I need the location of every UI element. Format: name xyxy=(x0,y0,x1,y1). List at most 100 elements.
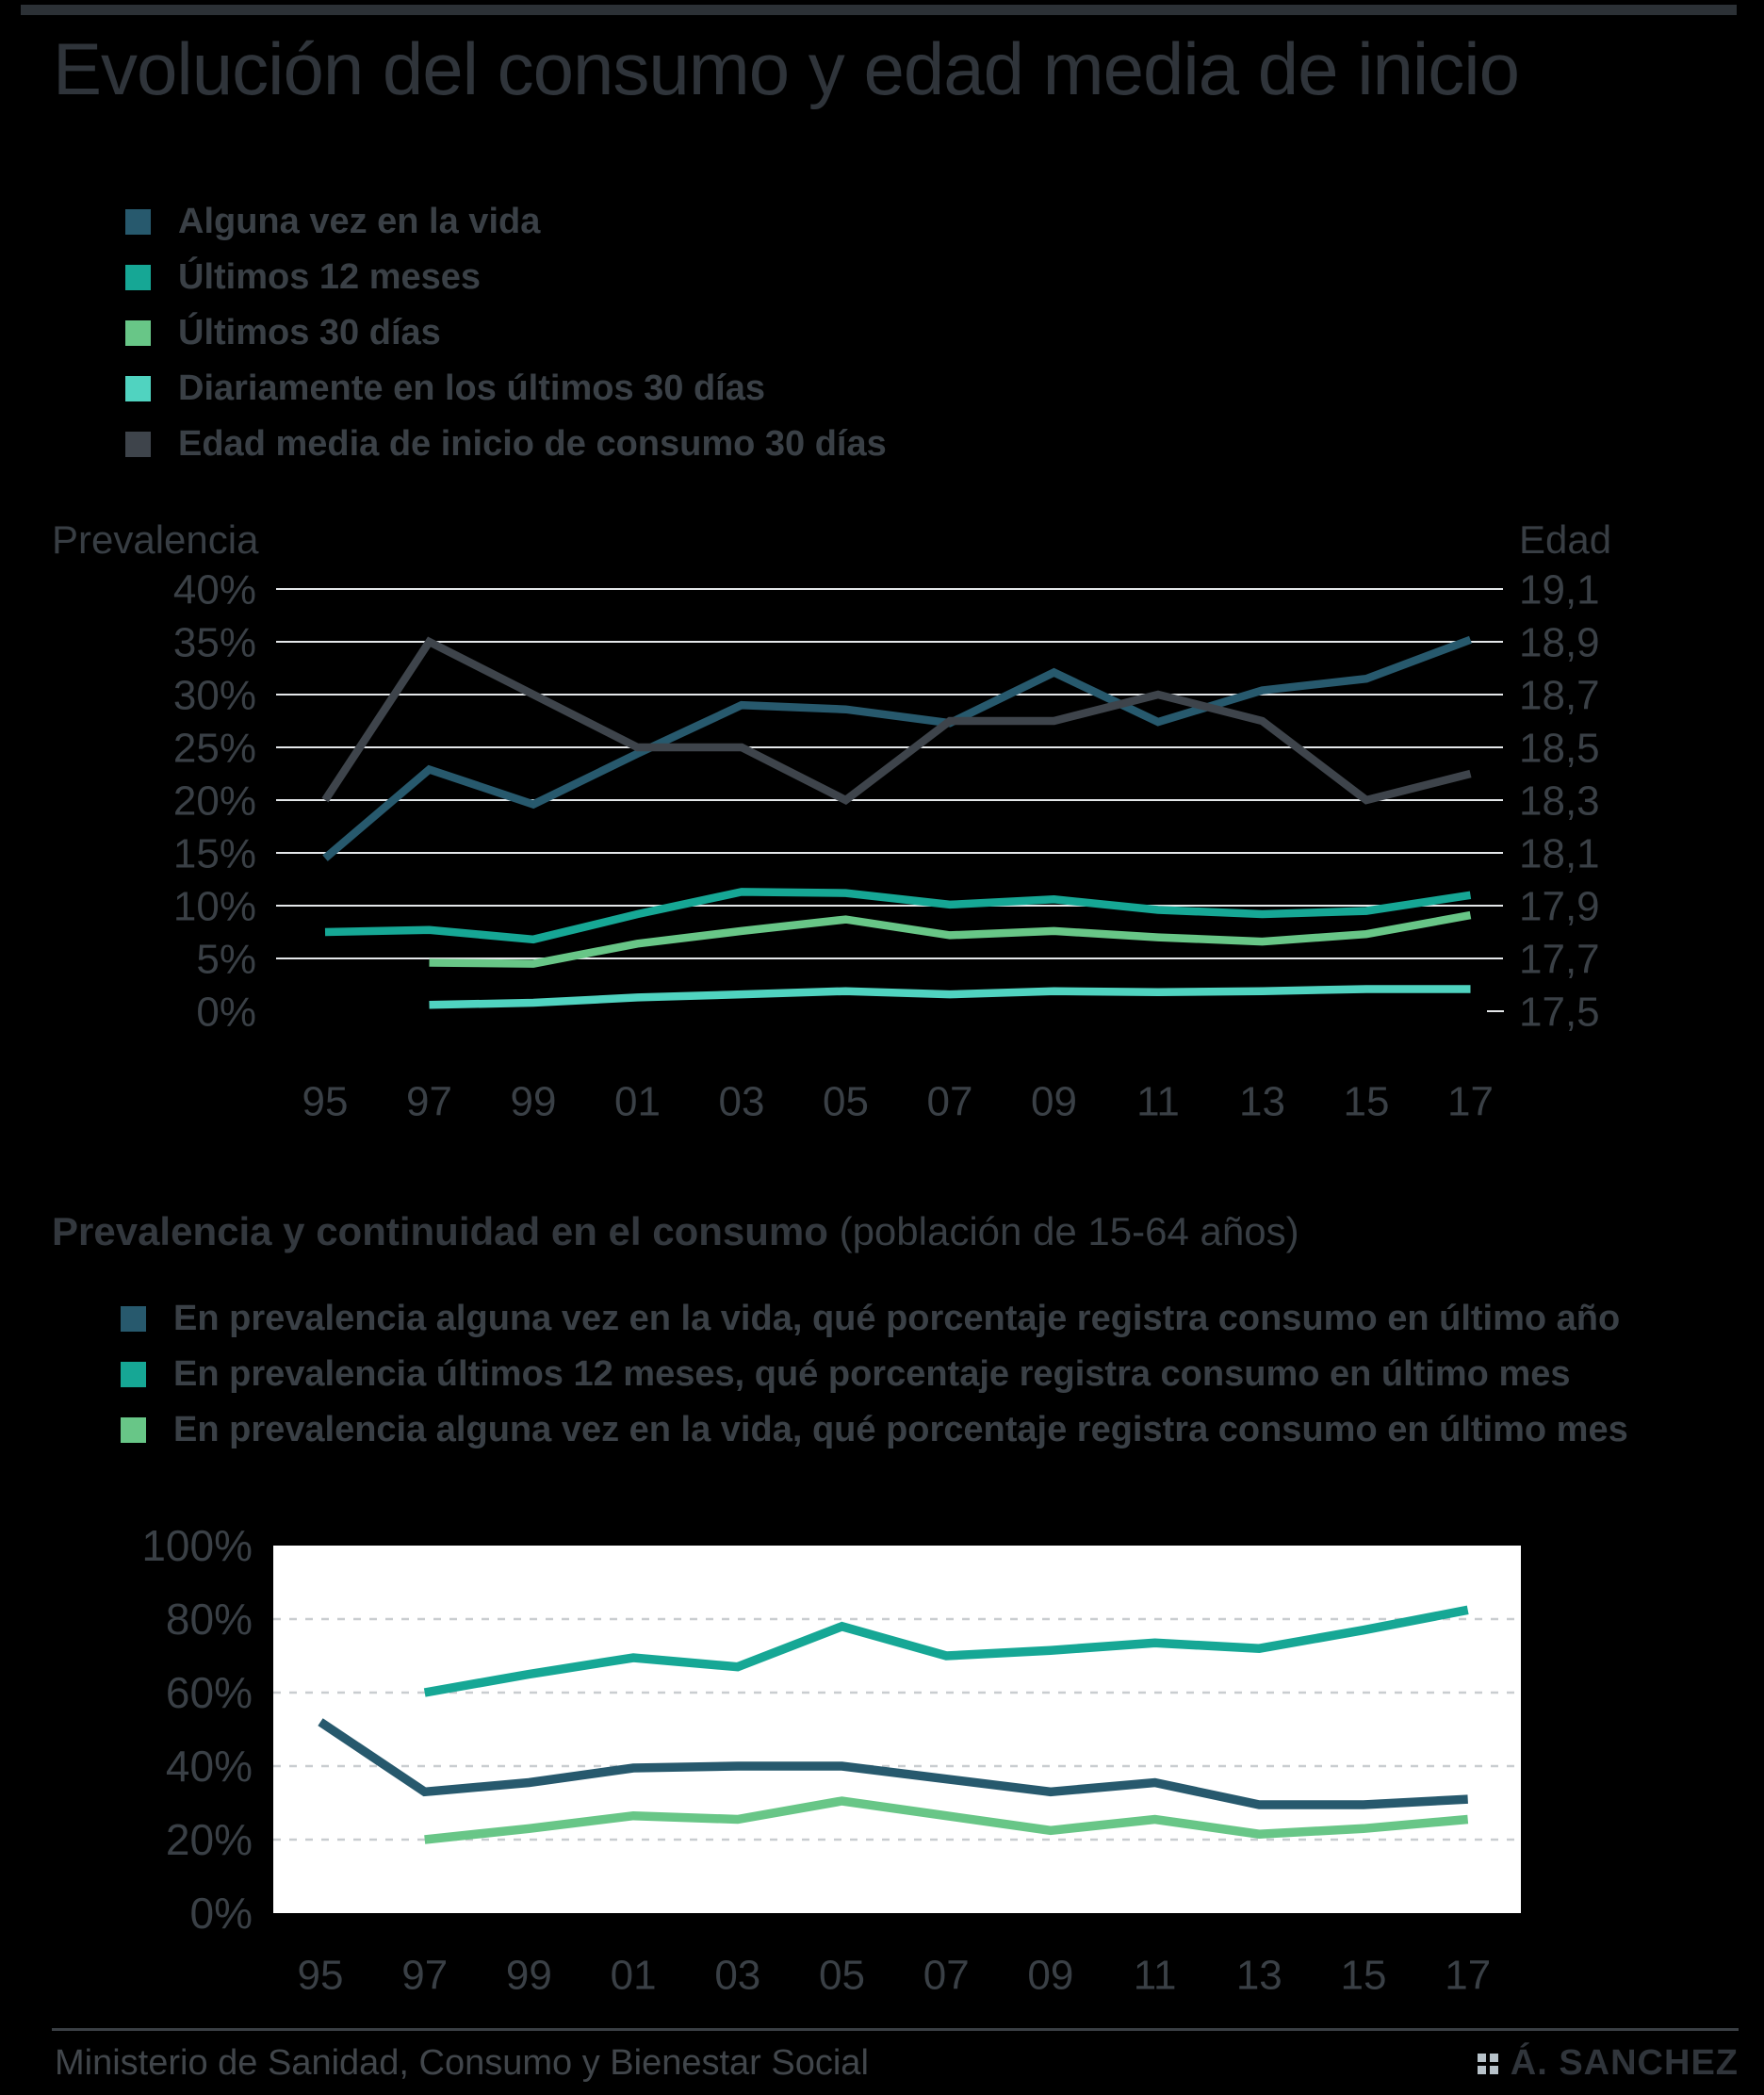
legend-swatch-last12 xyxy=(125,264,151,290)
chart2-x-tick: 13 xyxy=(1236,1952,1282,1998)
chart1-y-left-tick: 15% xyxy=(173,830,256,876)
chart2-x-tick: 15 xyxy=(1341,1952,1387,1998)
chart1-x-tick: 17 xyxy=(1447,1078,1494,1124)
chart1-y-left-tick: 20% xyxy=(173,777,256,824)
footer-source: Ministerio de Sanidad, Consumo y Bienest… xyxy=(55,2043,869,2083)
chart1-x-tick: 07 xyxy=(927,1078,973,1124)
chart1-x-tick: 09 xyxy=(1031,1078,1077,1124)
legend-swatch-last30 xyxy=(121,1416,146,1443)
chart1-legend: Alguna vez en la vida Últimos 12 meses Últ… xyxy=(125,201,887,479)
chart1-y-right-tick: 18,9 xyxy=(1519,619,1600,665)
chart1-series-age xyxy=(321,636,1472,805)
legend-item: Últimos 12 meses xyxy=(125,256,887,298)
chart1-y-right-tick: 17,9 xyxy=(1519,883,1600,929)
chart1-x-tick: 01 xyxy=(614,1078,661,1124)
chart1-y-right-tick: 18,5 xyxy=(1519,725,1600,771)
chart2-x-tick: 17 xyxy=(1445,1952,1491,1998)
chart2-x-tick: 07 xyxy=(923,1952,970,1998)
chart2-x-tick: 99 xyxy=(506,1952,552,1998)
chart2-y-tick: 100% xyxy=(141,1521,253,1570)
page-title: Evolución del consumo y edad media de in… xyxy=(53,27,1520,110)
chart1-x-tick: 99 xyxy=(511,1078,557,1124)
legend-label: En prevalencia alguna vez en la vida, qu… xyxy=(173,1410,1628,1449)
credit-logo-square xyxy=(1489,2053,1498,2062)
legend-item: Diariamente en los últimos 30 días xyxy=(125,368,887,409)
chart1-x-tick: 05 xyxy=(823,1078,869,1124)
chart2-x-tick: 95 xyxy=(298,1952,344,1998)
chart1-y-right-tick: 17,7 xyxy=(1519,936,1600,982)
chart2-series-lifetime xyxy=(318,1718,1468,1809)
legend-item: En prevalencia últimos 12 meses, qué por… xyxy=(121,1353,1628,1395)
left-axis-title: Prevalencia xyxy=(52,517,259,562)
chart1-series-last30 xyxy=(429,910,1472,968)
legend-label: En prevalencia últimos 12 meses, qué por… xyxy=(173,1354,1571,1394)
legend-item: Últimos 30 días xyxy=(125,312,887,353)
chart1-y-left-tick: 35% xyxy=(173,619,256,665)
chart2-y-tick: 60% xyxy=(166,1668,253,1717)
legend-swatch-age xyxy=(125,431,151,457)
section2-title: Prevalencia y continuidad en el consumo xyxy=(52,1209,828,1253)
chart1-y-left-tick: 30% xyxy=(173,672,256,718)
credit-logo-square xyxy=(1477,2053,1486,2062)
credit-logo-square xyxy=(1489,2065,1498,2074)
legend-label: Alguna vez en la vida xyxy=(178,202,541,241)
legend-label: Edad media de inicio de consumo 30 días xyxy=(178,424,887,464)
chart2-x-tick: 11 xyxy=(1134,1952,1177,1998)
chart2-y-tick: 40% xyxy=(166,1742,253,1791)
chart1-x-tick: 97 xyxy=(406,1078,452,1124)
section2-note: (población de 15-64 años) xyxy=(839,1209,1299,1253)
top-accent-bar xyxy=(21,5,1737,15)
legend-label: En prevalencia alguna vez en la vida, qu… xyxy=(173,1299,1621,1338)
legend-swatch-daily xyxy=(125,375,151,401)
legend-swatch-last12 xyxy=(121,1361,146,1387)
right-axis-title: Edad xyxy=(1519,517,1612,562)
chart1-y-right-tick: 17,5 xyxy=(1519,989,1600,1035)
legend-swatch-lifetime xyxy=(121,1305,146,1332)
credit-author: Á. SANCHEZ xyxy=(1510,2043,1739,2083)
chart1-series-last12 xyxy=(324,888,1472,944)
chart2-plot-area xyxy=(273,1546,1521,1913)
legend-item: En prevalencia alguna vez en la vida, qu… xyxy=(121,1409,1628,1450)
chart2-y-tick: 0% xyxy=(190,1889,253,1938)
chart1-y-right-tick: 18,3 xyxy=(1519,777,1600,824)
chart2-legend: En prevalencia alguna vez en la vida, qu… xyxy=(121,1298,1628,1465)
credit-logo-icon xyxy=(1477,2053,1498,2074)
legend-label: Últimos 30 días xyxy=(178,313,441,352)
chart2-x-tick: 09 xyxy=(1027,1952,1073,1998)
chart1-y-right-tick: 18,1 xyxy=(1519,830,1600,876)
chart2-y-tick: 20% xyxy=(166,1815,253,1864)
chart1-x-tick: 13 xyxy=(1239,1078,1285,1124)
chart1-x-tick: 15 xyxy=(1344,1078,1390,1124)
chart1-y-left-tick: 5% xyxy=(196,936,256,982)
chart1-y-left-tick: 25% xyxy=(173,725,256,771)
chart1-y-left-tick: 10% xyxy=(173,883,256,929)
legend-item: En prevalencia alguna vez en la vida, qu… xyxy=(121,1298,1628,1339)
chart1-x-tick: 95 xyxy=(302,1078,349,1124)
legend-label: Últimos 12 meses xyxy=(178,257,482,297)
section2-heading: Prevalencia y continuidad en el consumo … xyxy=(52,1209,1299,1254)
chart1-x-tick: 03 xyxy=(719,1078,765,1124)
chart2-y-tick: 80% xyxy=(166,1595,253,1644)
chart1-y-left-tick: 40% xyxy=(173,566,256,613)
chart1-y-right-tick: 19,1 xyxy=(1519,566,1600,613)
legend-swatch-lifetime xyxy=(125,208,151,235)
chart1-y-right-tick: 18,7 xyxy=(1519,672,1600,718)
chart1-x-tick: 11 xyxy=(1136,1078,1180,1124)
legend-label: Diariamente en los últimos 30 días xyxy=(178,368,765,408)
chart2-x-tick: 03 xyxy=(714,1952,760,1998)
chart1-y-left-tick: 0% xyxy=(196,989,256,1035)
chart2-x-tick: 01 xyxy=(611,1952,657,1998)
legend-item: Alguna vez en la vida xyxy=(125,201,887,242)
legend-item: Edad media de inicio de consumo 30 días xyxy=(125,423,887,465)
footer-divider xyxy=(52,2028,1739,2031)
chart2-x-tick: 05 xyxy=(819,1952,865,1998)
footer-credit: Á. SANCHEZ xyxy=(1477,2043,1739,2084)
chart2-series-last12 xyxy=(423,1605,1469,1697)
credit-logo-square xyxy=(1477,2065,1486,2074)
chart2-x-tick: 97 xyxy=(401,1952,448,1998)
legend-swatch-last30 xyxy=(125,319,151,346)
chart1-series-lifetime xyxy=(322,635,1472,861)
chart2-series-last30 xyxy=(424,1796,1469,1844)
